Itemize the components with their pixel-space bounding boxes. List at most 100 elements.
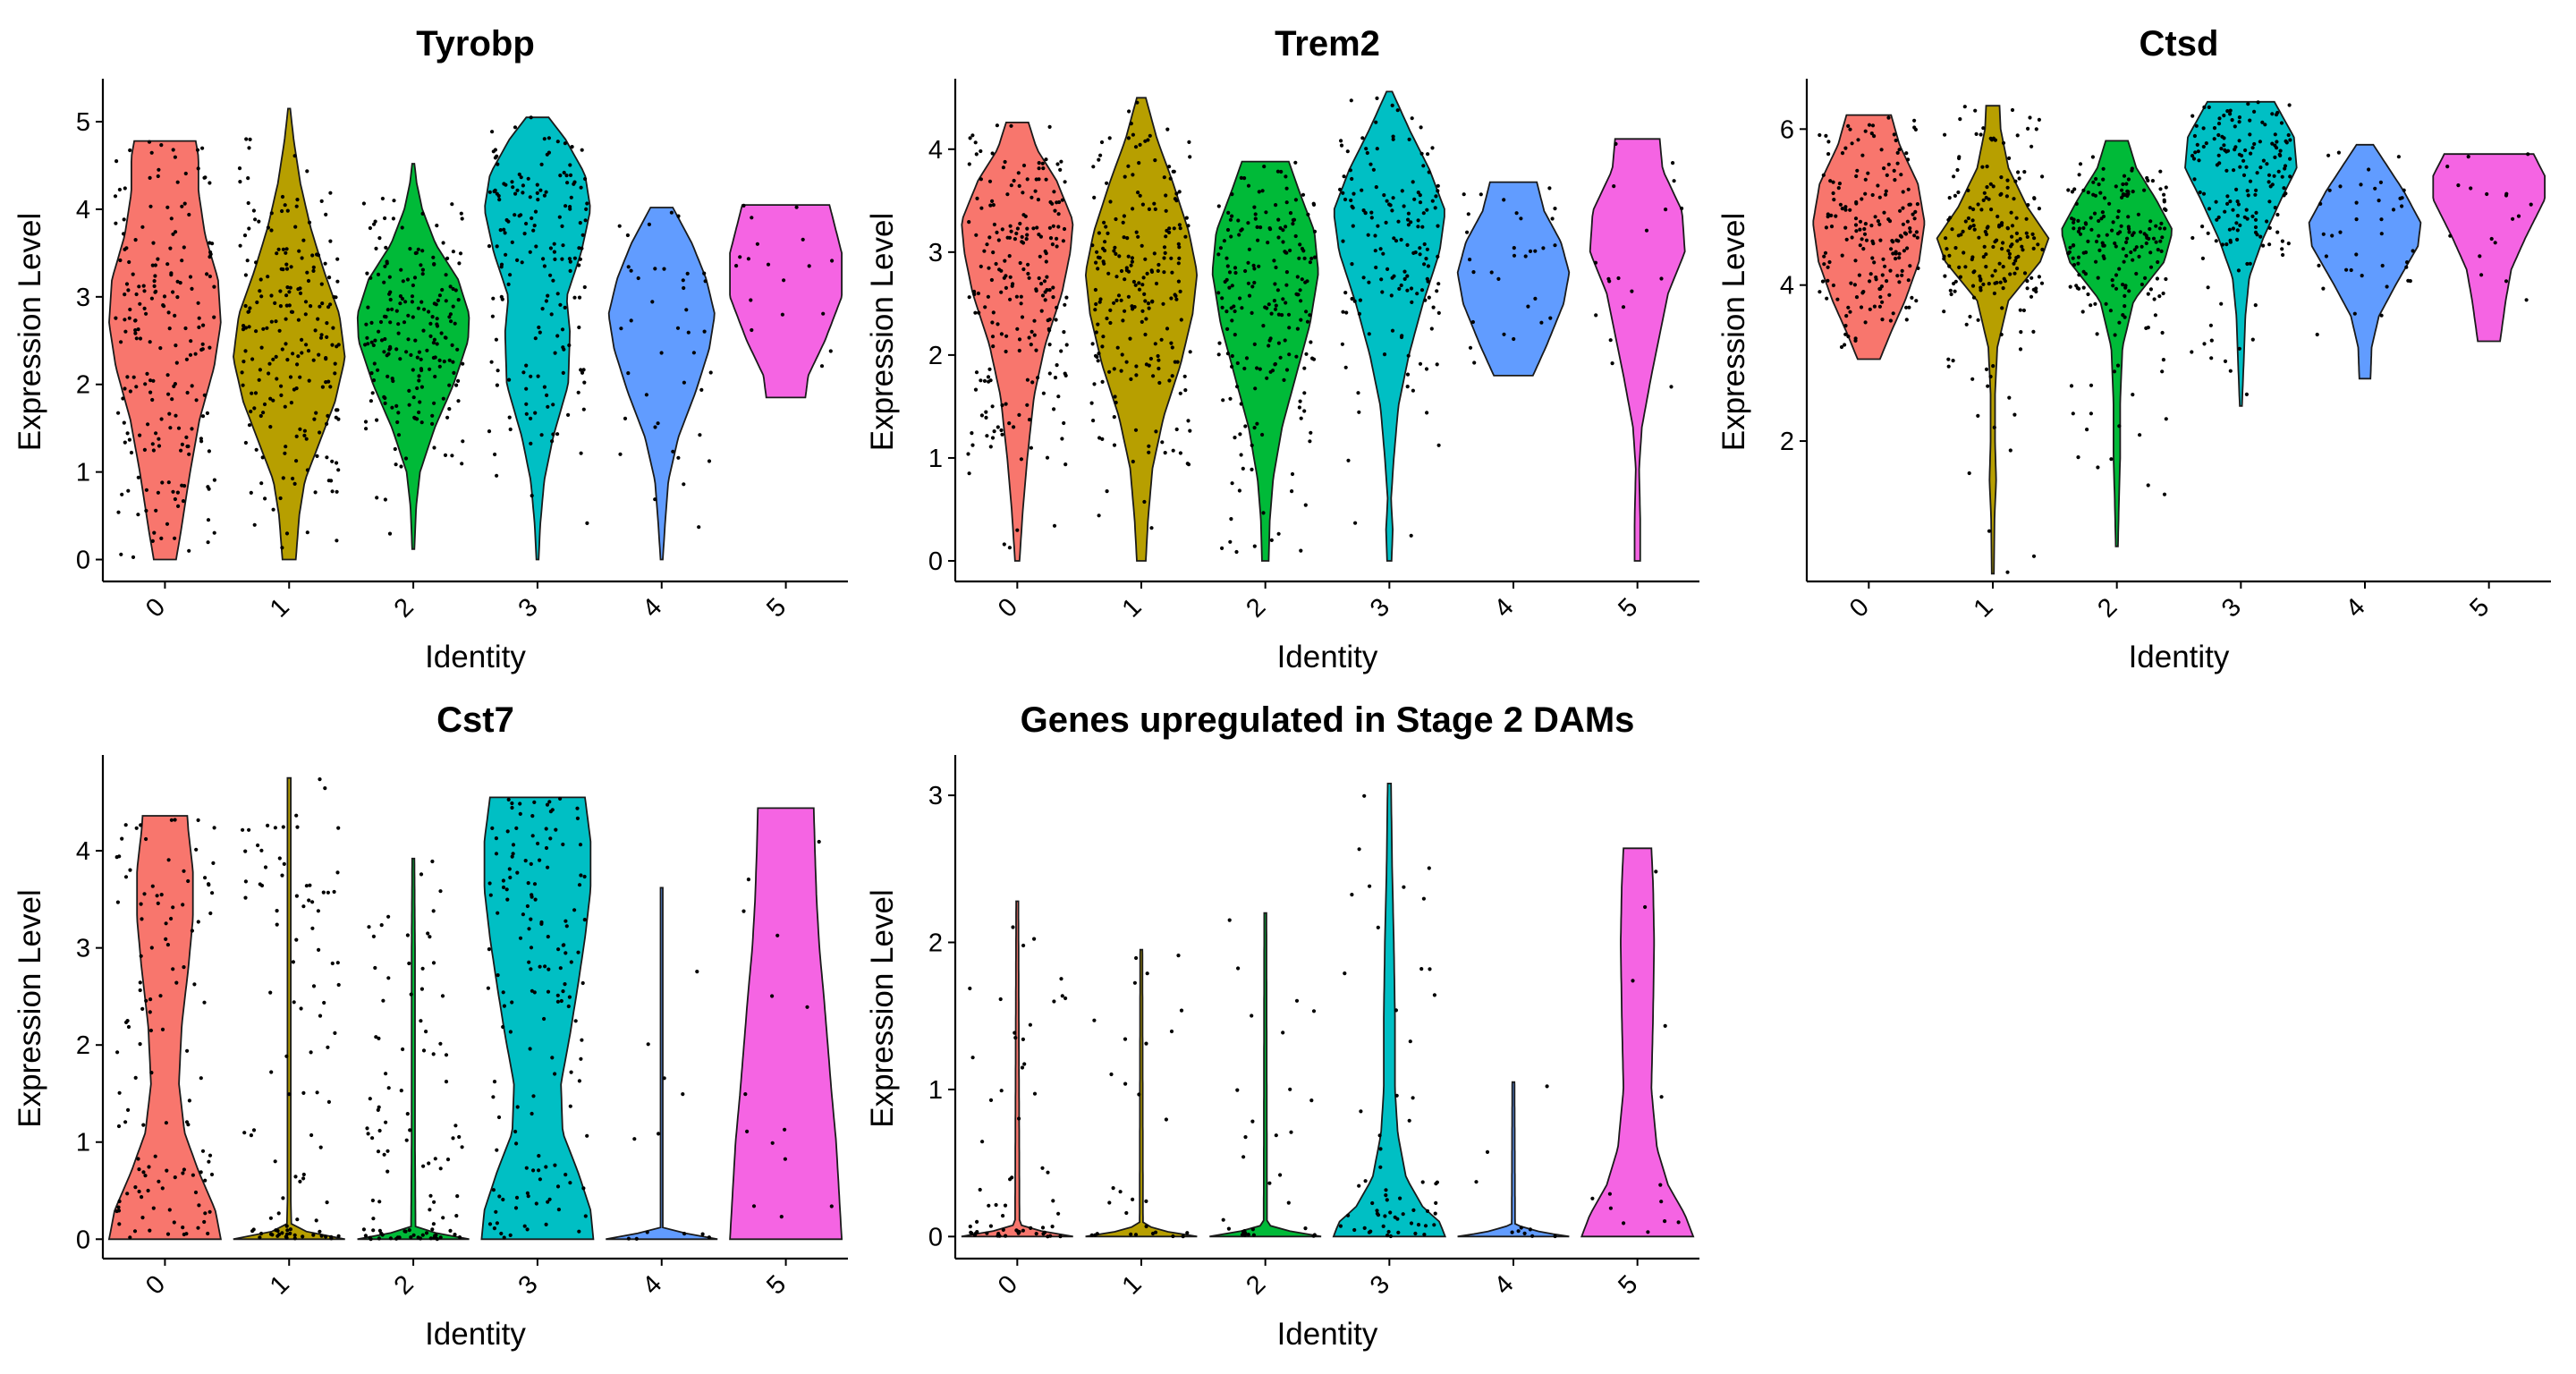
cell-point [1243,268,1248,274]
cell-point [1485,1149,1490,1154]
jitter-points [1818,100,2533,574]
cell-point [1255,225,1259,229]
cell-point [165,262,170,267]
cell-point [314,1218,318,1223]
cell-point [1003,259,1007,263]
cell-point [364,427,369,431]
cell-point [1966,188,1970,192]
cell-point [2008,448,2012,453]
cell-point [1348,168,1352,173]
cell-point [1013,1030,1017,1035]
cell-point [1261,324,1266,328]
cell-point [1032,318,1037,323]
x-tick-label: 1 [265,593,295,623]
cell-point [1228,539,1233,544]
cell-point [542,137,547,141]
cell-point [2112,369,2117,374]
cell-point [421,1164,426,1168]
cell-point [117,1222,122,1226]
cell-point [1114,298,1119,302]
cell-point [394,462,398,467]
cell-point [148,390,153,394]
cell-point [313,490,318,495]
cell-point [1374,185,1378,190]
cell-point [1942,257,1946,261]
cell-point [284,293,289,298]
cell-point [368,1235,372,1240]
cell-point [285,358,290,362]
cell-point [2511,216,2515,221]
cell-point [1468,258,1472,262]
cell-point [1296,293,1301,297]
cell-point [1985,165,1989,169]
cell-point [987,1203,991,1208]
cell-point [1848,127,1852,131]
cell-point [269,211,274,216]
cell-point [568,259,572,264]
cell-point [973,140,978,145]
cell-point [1026,271,1030,276]
cell-point [1843,146,1848,150]
cell-point [564,924,569,929]
cell-point [459,211,463,216]
cell-point [246,176,250,181]
y-tick-label: 4 [1780,272,1794,301]
cell-point [180,204,184,208]
cell-point [141,284,146,288]
cell-point [1967,471,1971,476]
cell-point [298,427,302,431]
cell-point [133,1075,138,1080]
cell-point [990,335,996,339]
cell-point [1217,341,1222,345]
cell-point [1843,343,1847,347]
cell-point [1869,131,1874,136]
cell-point [1366,233,1370,237]
cell-point [1039,282,1044,286]
cell-point [1142,292,1147,296]
cell-point [437,364,442,369]
cell-point [1870,256,1875,260]
cell-point [561,243,565,248]
cell-point [1137,161,1141,165]
cell-point [1430,199,1435,203]
cell-point [438,1166,443,1171]
cell-point [2096,465,2100,470]
cell-point [994,1202,998,1208]
cell-point [304,343,309,347]
cell-point [1990,274,1995,278]
cell-point [2261,243,2266,248]
cell-point [447,358,452,362]
cell-point [817,839,821,844]
cell-point [2140,244,2144,249]
cell-point [518,802,522,806]
cell-point [581,368,586,372]
cell-point [252,522,257,527]
cell-point [407,388,411,393]
cell-point [1977,235,1981,240]
cell-point [147,1165,151,1169]
cell-point [1897,148,1902,152]
cell-point [495,473,499,478]
cell-point [1005,192,1010,197]
cell-point [189,339,193,344]
cell-point [1022,1062,1027,1066]
cell-point [999,290,1004,294]
cell-point [1383,1214,1387,1218]
cell-point [1040,161,1045,165]
cell-point [1385,1198,1389,1202]
cell-point [1244,356,1250,360]
cell-point [968,136,972,140]
cell-point [1111,1186,1115,1191]
cell-point [116,1209,122,1213]
cell-point [1855,168,1860,173]
cell-point [487,881,492,886]
cell-point [1030,329,1034,334]
cell-point [2123,293,2127,298]
cell-point [1428,967,1432,971]
cell-point [1312,1233,1317,1237]
x-tick-label: 3 [513,1270,544,1301]
x-tick-label: 4 [2341,593,2371,623]
violin-identity-1 [233,776,345,1241]
cell-point [123,247,127,251]
cell-point [2090,155,2095,159]
